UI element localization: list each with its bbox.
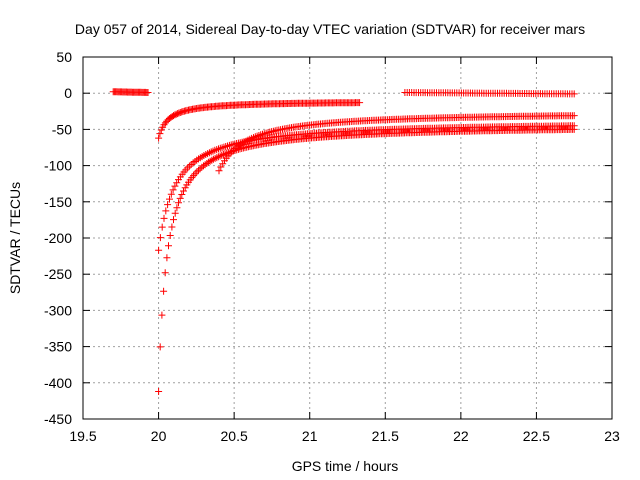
data-point-markers: [109, 88, 152, 96]
x-tick-labels: 19.5 20 20.5 21 21.5 22 22.5 23: [69, 428, 620, 444]
x-tick-label: 22.5: [523, 428, 550, 444]
series-flat-early: [109, 88, 152, 96]
series-flat-late: [401, 89, 578, 98]
y-tick-label: -400: [44, 375, 72, 391]
x-tick-label: 19.5: [69, 428, 96, 444]
x-tick-label: 23: [604, 428, 620, 444]
y-axis-title: SDTVAR / TECUs: [7, 182, 23, 294]
x-tick-label: 22: [453, 428, 469, 444]
x-axis-title: GPS time / hours: [292, 458, 399, 474]
y-tick-label: -50: [52, 121, 72, 137]
y-tick-label: -250: [44, 266, 72, 282]
data-point-markers: [155, 125, 578, 395]
y-tick-label: -350: [44, 339, 72, 355]
y-tick-label: -450: [44, 411, 72, 427]
y-tick-labels: 50 0 -50 -100 -150 -200 -250 -300 -350 -400 -450: [44, 49, 72, 427]
data-point-markers: [155, 99, 364, 142]
series-arc-lowest: [155, 125, 578, 395]
data-series: [109, 88, 578, 395]
series-arc-upper: [155, 99, 364, 142]
y-tick-label: 50: [56, 49, 72, 65]
data-point-markers: [155, 122, 578, 254]
series-arc-lower-mid: [155, 122, 578, 254]
chart-title: Day 057 of 2014, Sidereal Day-to-day VTE…: [75, 21, 585, 37]
x-tick-label: 21.5: [372, 428, 399, 444]
x-tick-label: 20: [151, 428, 167, 444]
y-tick-label: -200: [44, 230, 72, 246]
y-tick-label: 0: [64, 85, 72, 101]
x-tick-label: 21: [302, 428, 318, 444]
y-tick-label: -150: [44, 194, 72, 210]
data-point-markers: [401, 89, 578, 98]
x-tick-label: 20.5: [221, 428, 248, 444]
y-tick-label: -100: [44, 158, 72, 174]
y-tick-label: -300: [44, 302, 72, 318]
axis-ticks: [82, 56, 613, 420]
